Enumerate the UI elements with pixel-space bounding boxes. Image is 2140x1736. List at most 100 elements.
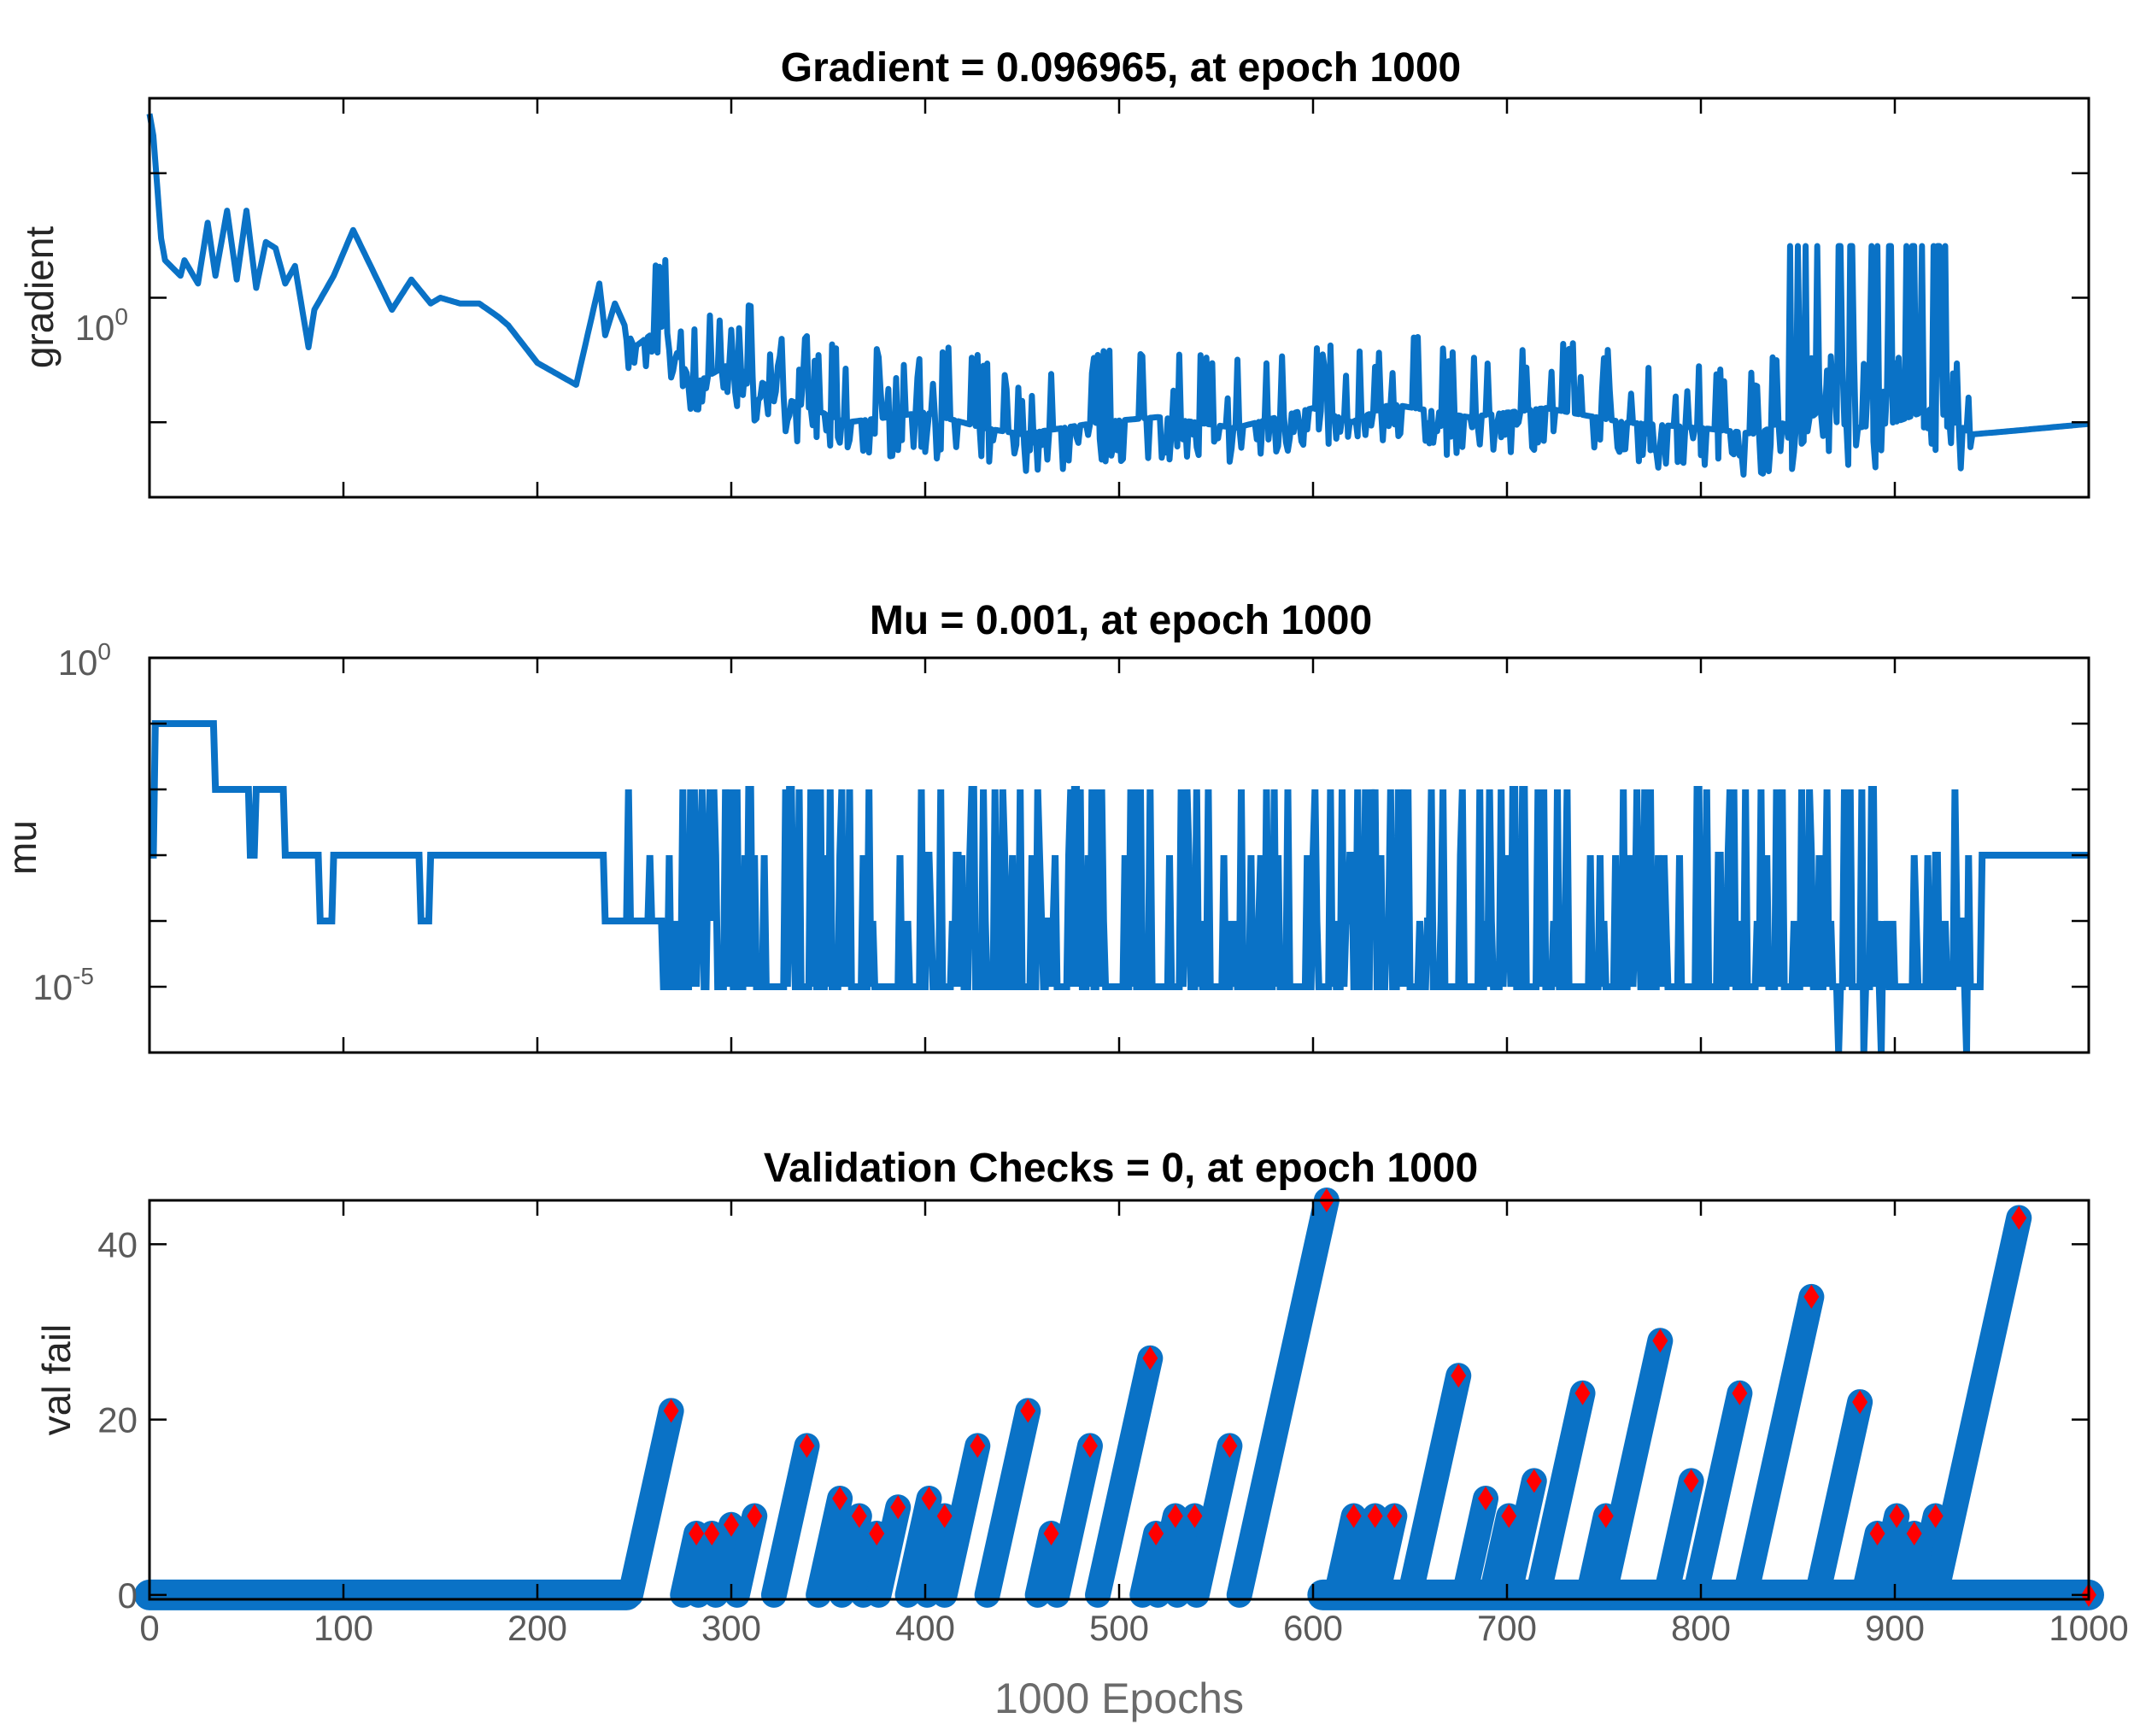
- valfail-xtick-labels: 0 100 200 300 400 500 600 700 800 900 1000: [139, 1608, 2128, 1648]
- gradient-panel: Gradient = 0.096965, at epoch 1000 gradi…: [17, 45, 2090, 499]
- peak-marker-13: [970, 1434, 986, 1458]
- gradient-ytick-1-base: 10: [75, 308, 115, 348]
- mu-line: [150, 720, 2089, 1053]
- peak-marker-4: [724, 1512, 739, 1537]
- peak-marker-18: [1148, 1522, 1164, 1546]
- ramp-12: [914, 1503, 958, 1608]
- peak-marker-23: [1346, 1504, 1362, 1528]
- ramp-37: [1850, 1521, 1891, 1608]
- peak-marker-29: [1526, 1469, 1542, 1493]
- peak-marker-34: [1732, 1381, 1748, 1405]
- ramp-23: [1323, 1503, 1367, 1608]
- peak-marker-36: [1852, 1390, 1868, 1415]
- peak-marker-30: [1574, 1381, 1591, 1405]
- gradient-ytick-1: 100: [75, 303, 128, 348]
- xtick-label-2: 100: [314, 1608, 373, 1648]
- mu-panel: Mu = 0.001, at epoch 1000 mu 100 10-5: [0, 598, 2090, 1054]
- peak-marker-11: [921, 1486, 937, 1510]
- peak-marker-33: [1683, 1469, 1699, 1493]
- ramp-15: [1024, 1521, 1064, 1608]
- ramp-6: [760, 1433, 820, 1608]
- valfail-ytick-label-3: 40: [97, 1224, 138, 1264]
- peak-marker-19: [1167, 1504, 1183, 1528]
- ramp-28: [1478, 1503, 1522, 1608]
- peak-marker-9: [869, 1522, 885, 1546]
- peak-marker-8: [851, 1504, 867, 1528]
- ramp-17: [1085, 1345, 1164, 1608]
- ramp-4: [702, 1511, 744, 1608]
- mu-ytick-2-base: 10: [32, 967, 73, 1007]
- xtick-label-9: 800: [1671, 1608, 1731, 1648]
- ramp-34: [1682, 1380, 1753, 1608]
- peak-marker-2: [689, 1522, 705, 1546]
- peak-marker-40: [1927, 1504, 1944, 1528]
- ramp-32: [1591, 1328, 1674, 1608]
- ramp-41: [1922, 1205, 2032, 1608]
- ramp-11: [894, 1485, 942, 1608]
- ramp-33: [1653, 1468, 1704, 1608]
- ramp-19: [1145, 1503, 1188, 1608]
- mu-axes-box: [148, 656, 2090, 1054]
- x-axis-label: 1000 Epochs: [994, 1674, 1244, 1722]
- mu-ytick-2-exp: -5: [73, 963, 94, 989]
- xtick-label-3: 200: [507, 1608, 567, 1648]
- svg-text:10-5: 10-5: [32, 963, 94, 1007]
- ramp-8: [829, 1503, 872, 1608]
- ramp-14: [974, 1398, 1041, 1608]
- valfail-ytick-label-2: 20: [97, 1400, 138, 1440]
- xtick-label-5: 400: [895, 1608, 955, 1648]
- gradient-line: [146, 113, 2090, 478]
- valfail-axes-box: [148, 1199, 2090, 1601]
- mu-ytick-1: 100: [58, 638, 111, 683]
- peak-marker-17: [1142, 1346, 1158, 1370]
- ramp-39: [1887, 1521, 1927, 1608]
- valfail-ylabel: val fail: [34, 1324, 79, 1435]
- peak-marker-25: [1387, 1504, 1403, 1528]
- ramp-40: [1905, 1503, 1949, 1608]
- ramp-38: [1866, 1503, 1910, 1608]
- peak-marker-3: [704, 1522, 720, 1546]
- ramp-18: [1129, 1521, 1170, 1608]
- ramp-27: [1451, 1485, 1499, 1608]
- peak-marker-14: [1020, 1399, 1036, 1423]
- mu-ytick-1-exp: 0: [97, 638, 111, 665]
- peak-marker-1: [663, 1399, 679, 1423]
- svg-text:100: 100: [58, 638, 111, 683]
- ramp-24: [1345, 1503, 1388, 1608]
- ramp-1: [617, 1398, 684, 1608]
- ramp-26: [1397, 1363, 1472, 1608]
- peak-marker-38: [1889, 1504, 1905, 1528]
- peak-marker-15: [1043, 1522, 1059, 1546]
- peak-marker-16: [1082, 1434, 1098, 1458]
- ramp-16: [1044, 1433, 1103, 1608]
- peak-marker-32: [1652, 1328, 1668, 1353]
- peak-marker-31: [1598, 1504, 1614, 1528]
- peak-marker-24: [1367, 1504, 1383, 1528]
- peak-marker-10: [890, 1495, 906, 1520]
- ramp-13: [931, 1433, 991, 1608]
- ramp-2: [670, 1521, 710, 1608]
- xtick-label-4: 300: [701, 1608, 761, 1648]
- ramp-9: [850, 1521, 890, 1608]
- peak-marker-12: [936, 1504, 953, 1528]
- peak-marker-6: [799, 1434, 815, 1458]
- xtick-label-7: 600: [1283, 1608, 1343, 1648]
- ramp-35: [1733, 1283, 1825, 1608]
- ramp-25: [1363, 1503, 1408, 1608]
- valfail-ytick-labels: 0 20 40: [97, 1224, 138, 1616]
- valfail-title: Validation Checks = 0, at epoch 1000: [764, 1146, 1478, 1191]
- peak-marker-39: [1906, 1522, 1922, 1546]
- xtick-label-1: 0: [139, 1608, 159, 1648]
- peak-marker-21: [1222, 1434, 1238, 1458]
- peak-marker-41: [2011, 1205, 2027, 1230]
- gradient-series: [146, 113, 2090, 478]
- mu-series: [150, 720, 2089, 1053]
- xtick-label-6: 500: [1089, 1608, 1149, 1648]
- xtick-label-8: 700: [1477, 1608, 1537, 1648]
- ramp-20: [1164, 1503, 1208, 1608]
- valfail-series: [134, 1188, 2104, 1610]
- ramp-30: [1525, 1380, 1596, 1608]
- peak-marker-20: [1187, 1504, 1203, 1528]
- gradient-ytick-1-exp: 0: [114, 303, 128, 330]
